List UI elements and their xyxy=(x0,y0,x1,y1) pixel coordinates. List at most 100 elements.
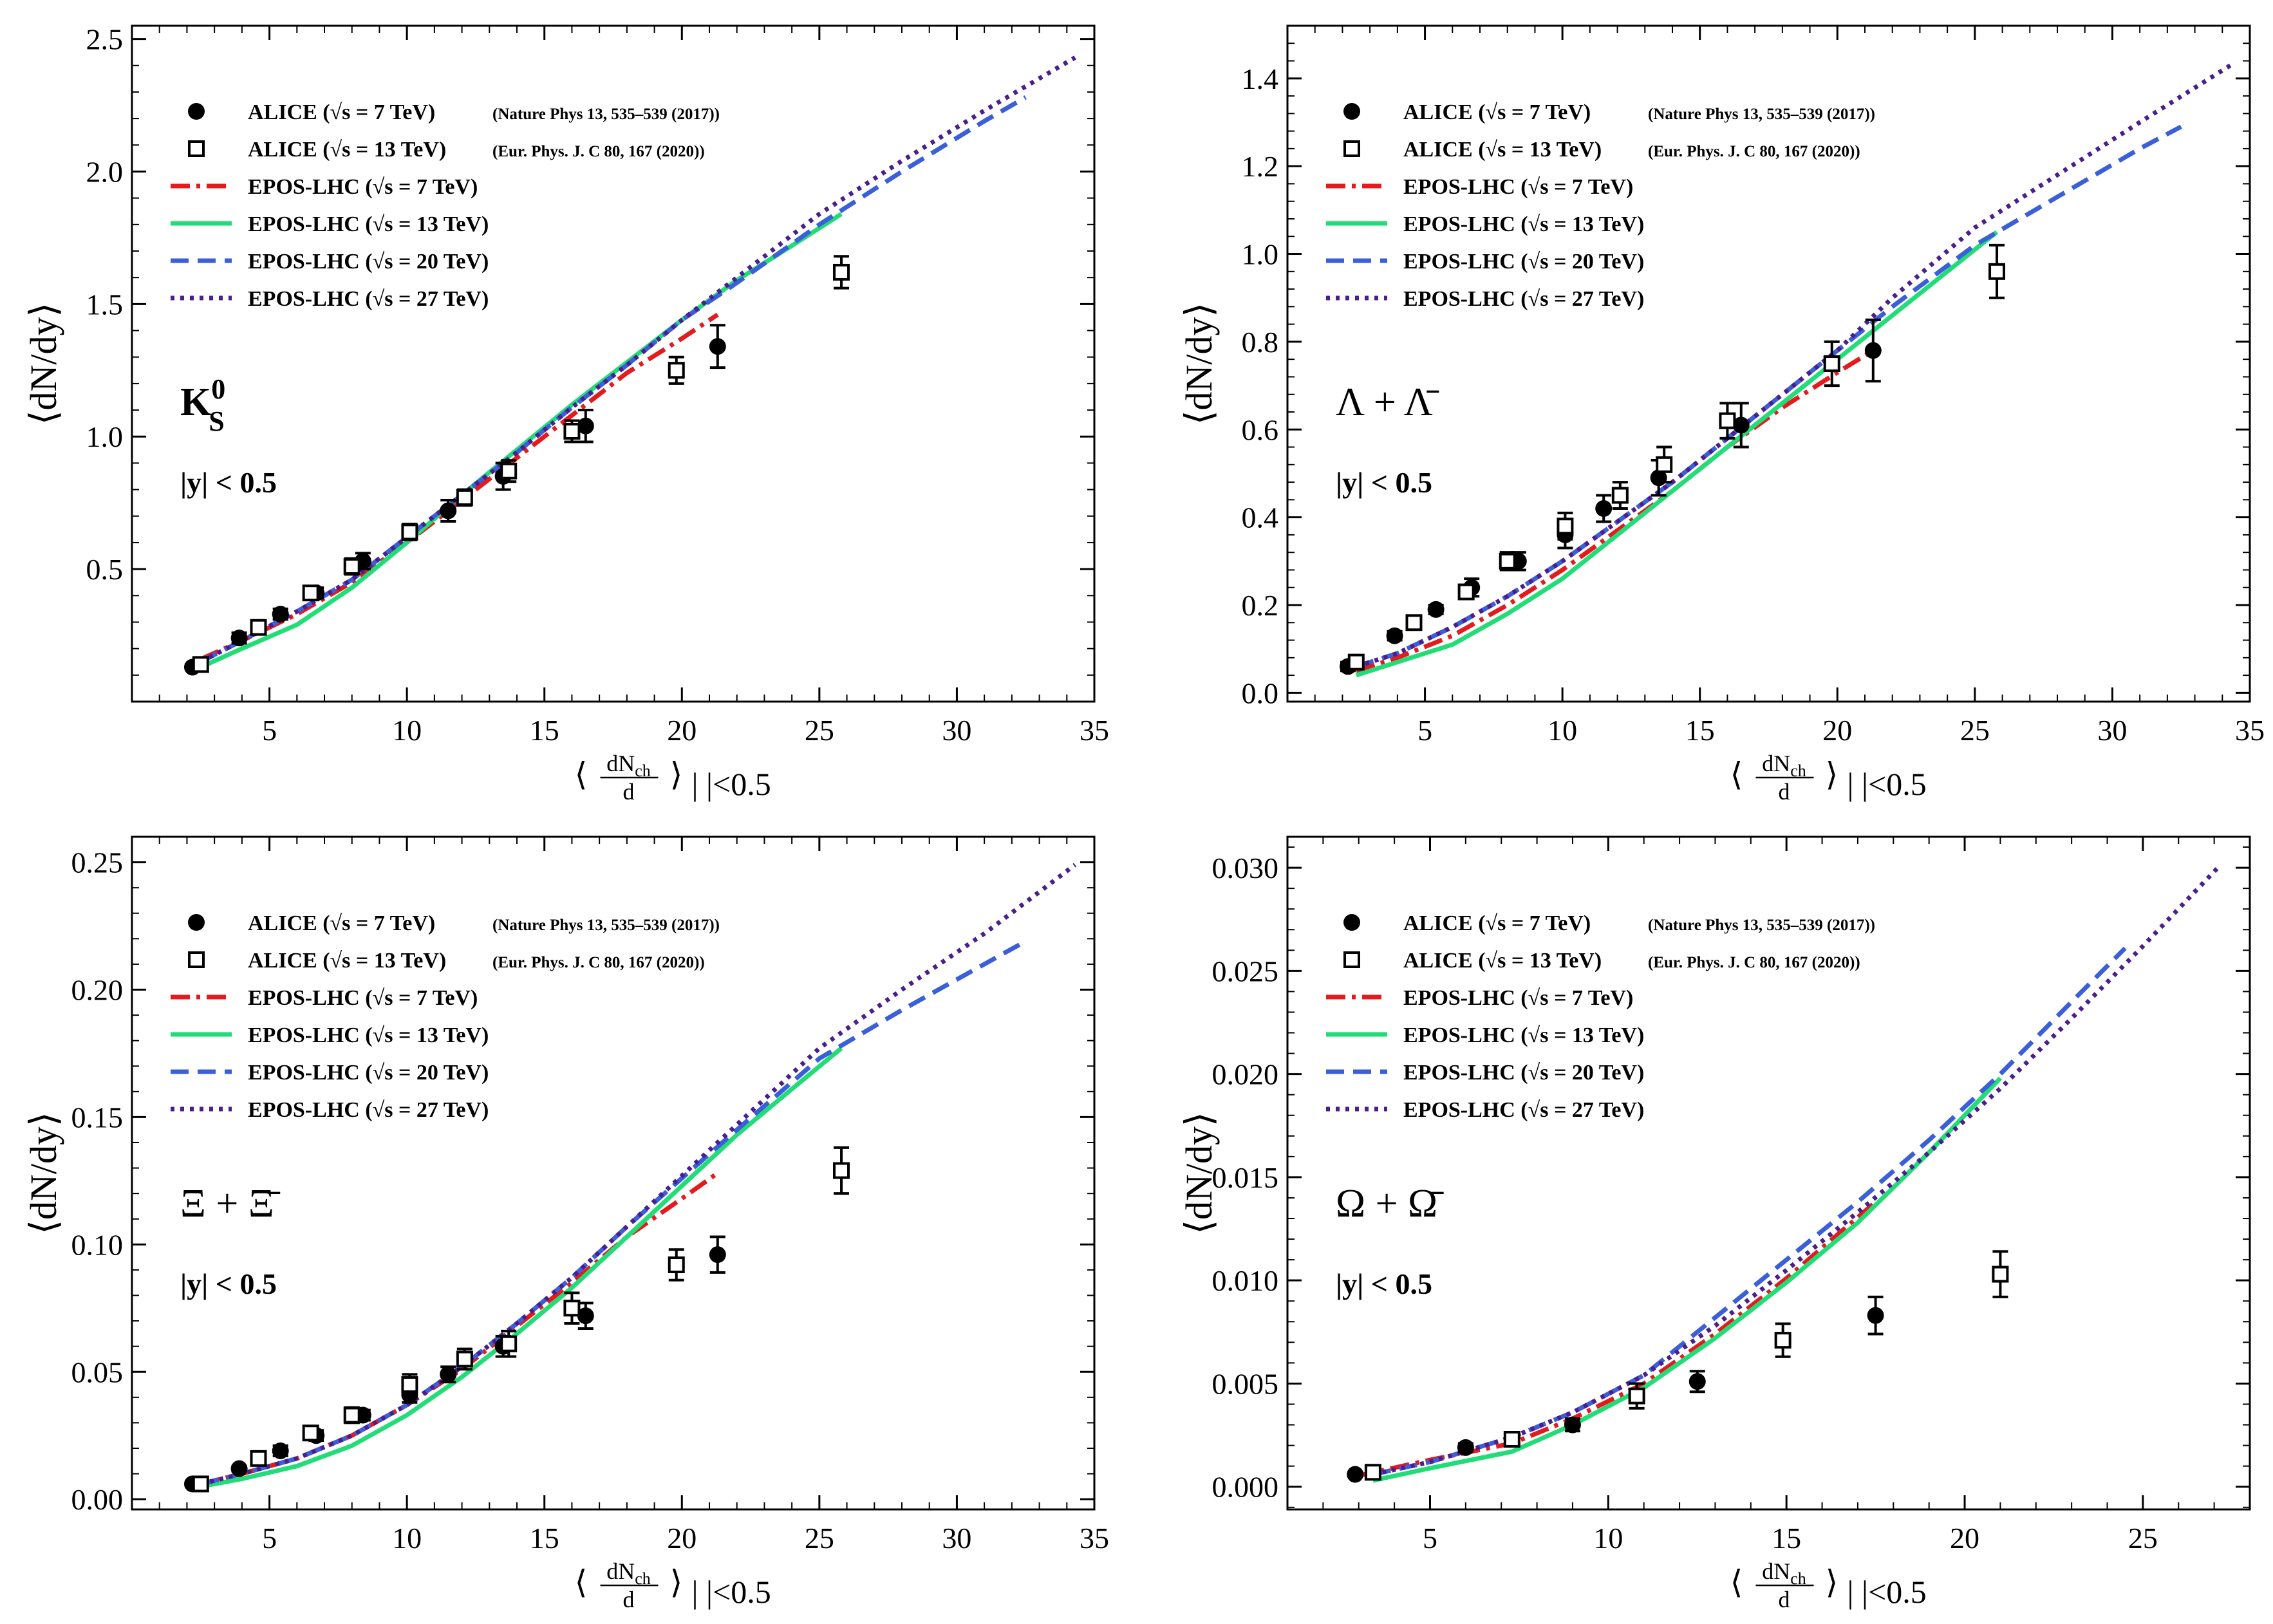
marker-square xyxy=(1347,653,1365,671)
legend-entry: ALICE (√s = 13 TeV) (Eur. Phys. J. C 80, … xyxy=(1343,138,1860,162)
y-axis-label: ⟨dN/dy⟩ xyxy=(1178,303,1220,425)
legend-entry: EPOS-LHC (√s = 13 TeV) xyxy=(1326,1023,1644,1047)
legend-entry: ALICE (√s = 7 TeV) (Nature Phys 13, 535–5… xyxy=(1343,100,1875,124)
plot-frame xyxy=(131,24,1096,703)
x-tick-label: 5 xyxy=(1423,1522,1437,1554)
data-point-alice-7tev xyxy=(1595,494,1613,523)
series-line xyxy=(200,1171,719,1486)
legend-entry: EPOS-LHC (√s = 27 TeV) xyxy=(1326,287,1644,311)
legend-label: ALICE (√s = 13 TeV) xyxy=(248,138,446,162)
data-point-alice-13tev xyxy=(456,1347,473,1371)
data-point-alice-7tev xyxy=(709,324,726,369)
legend-entry: ALICE (√s = 13 TeV) (Eur. Phys. J. C 80, … xyxy=(1343,949,1860,973)
marker-square xyxy=(1499,552,1516,570)
legend-entry: EPOS-LHC (√s = 7 TeV) xyxy=(171,175,478,199)
x-tick-label: 10 xyxy=(392,1522,422,1554)
legend-entry: EPOS-LHC (√s = 7 TeV) xyxy=(1326,175,1633,199)
marker-square xyxy=(456,1350,473,1368)
legend-label: EPOS-LHC (√s = 7 TeV) xyxy=(248,986,478,1010)
y-tick-label: 1.0 xyxy=(1242,238,1279,271)
x-label-langle: ⟨ xyxy=(1730,1564,1743,1600)
x-tick-label: 5 xyxy=(262,714,277,747)
rapidity-cut-label: |y| < 0.5 xyxy=(1336,1267,1432,1300)
y-tick-label: 0.005 xyxy=(1212,1367,1279,1400)
data-point-alice-13tev xyxy=(302,1424,319,1442)
series-line xyxy=(1355,348,1875,673)
y-tick-label: 0.05 xyxy=(71,1356,124,1388)
x-tick-label: 25 xyxy=(805,714,834,747)
data-point-alice-7tev xyxy=(230,630,248,647)
y-tick-label: 0.020 xyxy=(1212,1058,1279,1091)
y-tick-label: 0.20 xyxy=(71,974,124,1007)
y-tick-label: 0.25 xyxy=(71,846,124,879)
x-label-numerator-main: dN xyxy=(1762,1558,1790,1584)
legend-entry: ALICE (√s = 7 TeV) (Nature Phys 13, 535–5… xyxy=(188,911,720,935)
data-point-alice-7tev xyxy=(709,1235,726,1274)
marker-square xyxy=(401,523,418,541)
data-point-alice-13tev xyxy=(1364,1464,1381,1481)
marker-square xyxy=(500,1335,518,1352)
legend-marker-circle xyxy=(1343,914,1360,931)
legend: ALICE (√s = 7 TeV) (Nature Phys 13, 535–5… xyxy=(171,911,720,1122)
marker-circle xyxy=(709,1246,726,1264)
series-line xyxy=(1354,1200,1877,1479)
data-point-alice-13tev xyxy=(1347,653,1365,671)
series-line xyxy=(200,939,1027,1486)
y-tick-label: 0.030 xyxy=(1212,852,1279,884)
marker-square xyxy=(1992,1265,2009,1283)
marker-circle xyxy=(577,1307,594,1325)
legend-entry: EPOS-LHC (√s = 27 TeV) xyxy=(171,1098,489,1122)
data-point-alice-13tev xyxy=(250,619,267,636)
x-tick-label: 25 xyxy=(2128,1522,2158,1554)
y-tick-label: 0.010 xyxy=(1212,1264,1279,1297)
legend-entry: EPOS-LHC (√s = 7 TeV) xyxy=(1326,986,1633,1010)
data-point-alice-13tev xyxy=(401,1373,418,1396)
legend-marker-circle xyxy=(188,103,205,120)
marker-square xyxy=(456,489,473,506)
marker-circle xyxy=(1457,1439,1474,1456)
marker-circle xyxy=(1564,1416,1581,1433)
plot-frame xyxy=(1286,835,2251,1511)
marker-square xyxy=(250,619,267,636)
x-tick-label: 25 xyxy=(1960,714,1990,747)
panel-omega: 5 10 15 20 25 0.000 0.005 0.010 0.015 0.020 0.025 0… xyxy=(1178,835,2251,1612)
legend-reference: (Nature Phys 13, 535–539 (2017)) xyxy=(1648,917,1875,934)
particle-label-main: Ω + Ω̄ xyxy=(1336,1182,1444,1226)
y-tick-label: 0.6 xyxy=(1242,413,1279,446)
marker-circle xyxy=(1688,1373,1706,1390)
marker-circle xyxy=(230,1460,248,1477)
marker-circle xyxy=(230,630,248,647)
legend-entry: EPOS-LHC (√s = 13 TeV) xyxy=(171,1023,489,1047)
x-tick-label: 15 xyxy=(1772,1522,1801,1554)
x-label-denominator: d xyxy=(1779,1587,1790,1612)
legend-entry: ALICE (√s = 13 TeV) (Eur. Phys. J. C 80, … xyxy=(188,949,705,973)
particle-label-sub: S xyxy=(209,406,224,437)
y-tick-label: 1.5 xyxy=(86,288,124,321)
x-tick-label: 10 xyxy=(1548,714,1577,747)
marker-square xyxy=(302,584,319,602)
legend-label: EPOS-LHC (√s = 27 TeV) xyxy=(1403,287,1644,311)
legend-entry: ALICE (√s = 7 TeV) (Nature Phys 13, 535–5… xyxy=(1343,911,1875,935)
data-point-alice-13tev xyxy=(250,1450,267,1467)
legend-label: EPOS-LHC (√s = 20 TeV) xyxy=(1403,1061,1644,1085)
x-label-numerator-main: dN xyxy=(1762,751,1790,776)
marker-circle xyxy=(1347,1466,1364,1483)
data-point-alice-13tev xyxy=(343,557,360,576)
data-point-alice-7tev xyxy=(1564,1416,1581,1433)
x-label-langle: ⟨ xyxy=(575,1564,588,1600)
legend-label: ALICE (√s = 7 TeV) xyxy=(1403,911,1591,935)
data-point-alice-13tev xyxy=(1774,1322,1791,1358)
legend-label: EPOS-LHC (√s = 13 TeV) xyxy=(1403,1023,1644,1047)
legend-label: ALICE (√s = 13 TeV) xyxy=(248,949,446,973)
legend-marker-square xyxy=(188,951,205,968)
data-point-alice-7tev xyxy=(1427,601,1445,618)
x-tick-label: 5 xyxy=(262,1522,277,1554)
x-label-suffix: | |<0.5 xyxy=(692,766,771,802)
legend-reference: (Eur. Phys. J. C 80, 167 (2020)) xyxy=(1648,954,1860,971)
marker-square xyxy=(1656,456,1673,473)
marker-circle xyxy=(272,1442,289,1459)
y-tick-label: 0.15 xyxy=(71,1101,124,1134)
